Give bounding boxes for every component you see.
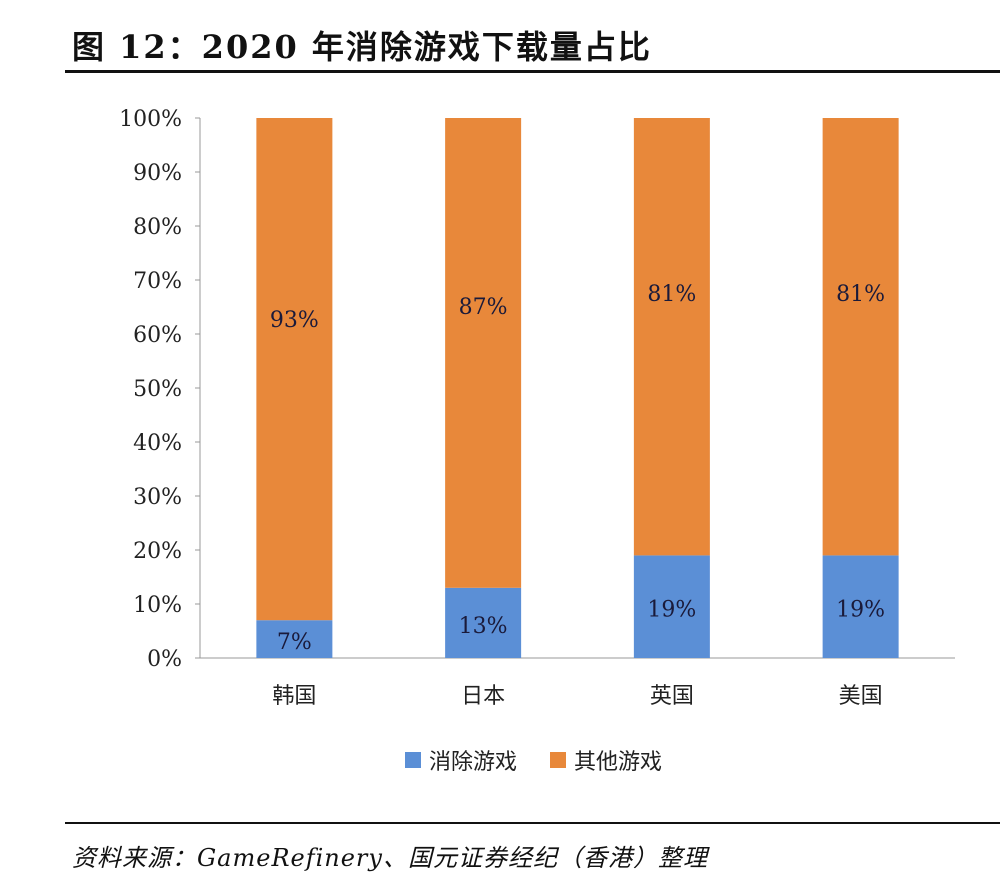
y-tick-label: 90% <box>133 161 182 186</box>
source-note: 资料来源：GameRefinery、国元证券经纪（香港）整理 <box>72 844 708 872</box>
title-rule <box>65 70 1000 73</box>
data-label: 19% <box>647 598 696 623</box>
x-tick-label: 英国 <box>650 684 694 709</box>
y-tick-label: 50% <box>133 377 182 402</box>
data-label: 19% <box>836 598 885 623</box>
bar-match-games <box>256 620 333 658</box>
x-tick-label: 韩国 <box>272 684 316 709</box>
data-label: 81% <box>647 282 696 307</box>
bar-other-games <box>445 118 522 588</box>
bar-match-games <box>445 587 522 658</box>
y-tick-label: 70% <box>133 269 182 294</box>
legend-swatch <box>550 752 566 768</box>
data-label: 87% <box>459 295 508 320</box>
bar-other-games <box>822 118 899 556</box>
data-label: 7% <box>277 630 312 655</box>
legend-label: 其他游戏 <box>574 750 662 775</box>
data-label: 13% <box>459 614 508 639</box>
data-label: 93% <box>270 308 319 333</box>
chart-title: 图 12：2020 年消除游戏下载量占比 <box>72 28 652 66</box>
data-label: 81% <box>836 282 885 307</box>
bar-match-games <box>822 555 899 658</box>
bar-match-games <box>633 555 710 658</box>
y-tick-label: 80% <box>133 215 182 240</box>
x-tick-label: 美国 <box>839 684 883 709</box>
bar-other-games <box>633 118 710 556</box>
x-tick-label: 日本 <box>461 684 505 709</box>
y-tick-label: 30% <box>133 485 182 510</box>
source-rule <box>65 822 1000 824</box>
legend-label: 消除游戏 <box>429 750 517 775</box>
y-tick-label: 100% <box>119 107 182 132</box>
y-tick-label: 10% <box>133 593 182 618</box>
y-tick-label: 20% <box>133 539 182 564</box>
legend-swatch <box>405 752 421 768</box>
y-tick-label: 0% <box>147 647 182 672</box>
y-tick-label: 40% <box>133 431 182 456</box>
bar-other-games <box>256 118 333 621</box>
y-tick-label: 60% <box>133 323 182 348</box>
